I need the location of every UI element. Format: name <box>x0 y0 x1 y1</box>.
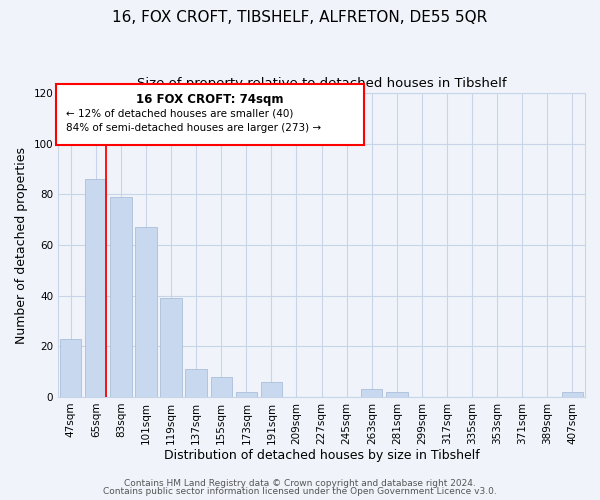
Bar <box>160 298 182 397</box>
Bar <box>185 369 207 397</box>
Text: ← 12% of detached houses are smaller (40): ← 12% of detached houses are smaller (40… <box>66 108 293 118</box>
Bar <box>236 392 257 397</box>
Text: Contains public sector information licensed under the Open Government Licence v3: Contains public sector information licen… <box>103 487 497 496</box>
Bar <box>361 390 382 397</box>
Bar <box>386 392 407 397</box>
Y-axis label: Number of detached properties: Number of detached properties <box>15 146 28 344</box>
Text: Contains HM Land Registry data © Crown copyright and database right 2024.: Contains HM Land Registry data © Crown c… <box>124 478 476 488</box>
Bar <box>261 382 282 397</box>
Text: 16, FOX CROFT, TIBSHELF, ALFRETON, DE55 5QR: 16, FOX CROFT, TIBSHELF, ALFRETON, DE55 … <box>112 10 488 25</box>
Bar <box>85 179 106 397</box>
FancyBboxPatch shape <box>56 84 364 144</box>
X-axis label: Distribution of detached houses by size in Tibshelf: Distribution of detached houses by size … <box>164 450 479 462</box>
Bar <box>211 376 232 397</box>
Text: 16 FOX CROFT: 74sqm: 16 FOX CROFT: 74sqm <box>136 93 283 106</box>
Title: Size of property relative to detached houses in Tibshelf: Size of property relative to detached ho… <box>137 78 506 90</box>
Bar <box>562 392 583 397</box>
Text: 84% of semi-detached houses are larger (273) →: 84% of semi-detached houses are larger (… <box>66 124 321 134</box>
Bar <box>110 197 131 397</box>
Bar <box>60 338 82 397</box>
Bar <box>136 228 157 397</box>
